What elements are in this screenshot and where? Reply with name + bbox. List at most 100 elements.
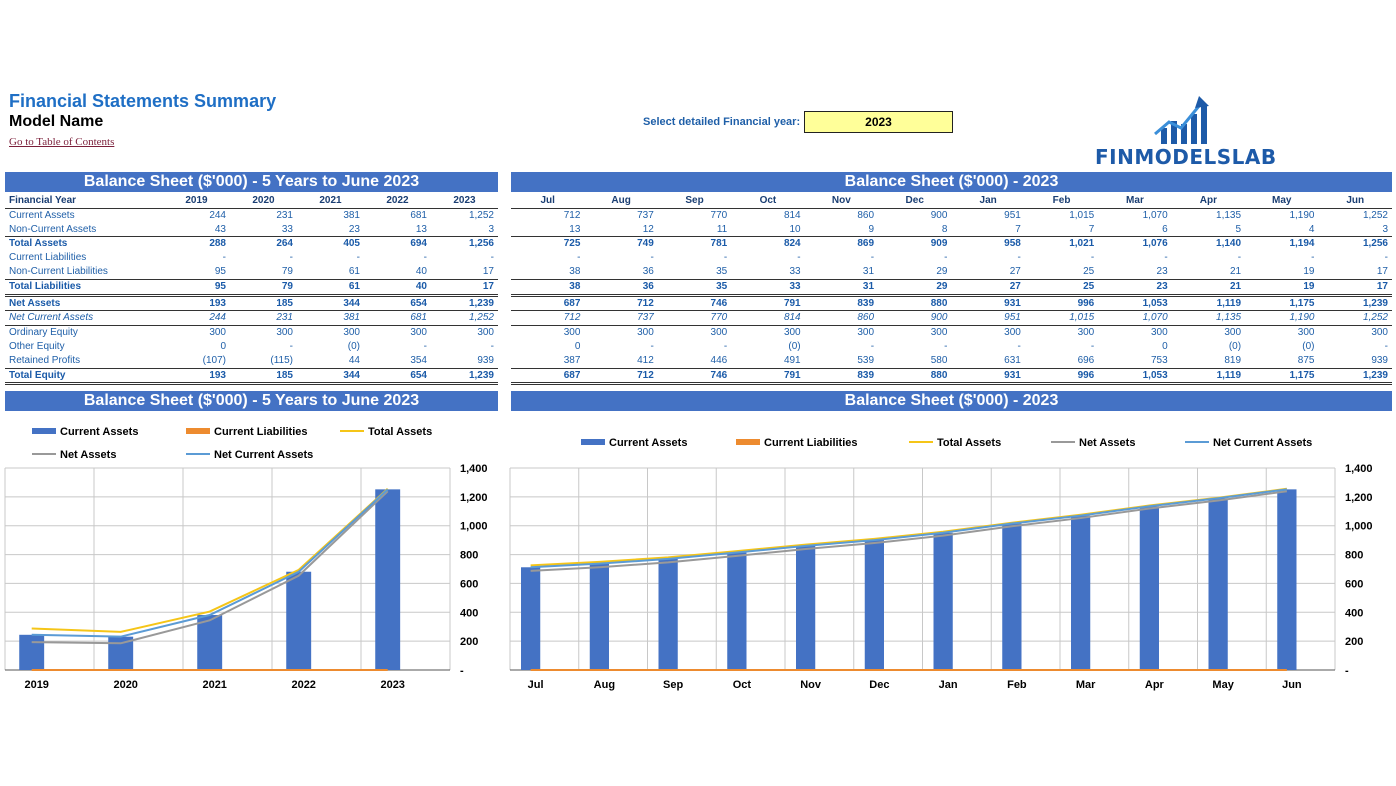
cell-value: 1,239 [1318,295,1392,312]
bar-current-assets [1002,523,1022,670]
cell-value: 712 [511,310,585,327]
y-tick-label: 1,400 [1345,463,1373,475]
cell-value: 300 [783,327,801,339]
legend-label: Current Liabilities [764,437,858,449]
year-header: 2022 [364,194,431,209]
row-label: Retained Profits [5,353,163,369]
bar-current-assets [521,567,541,670]
cell-value: 753 [1098,353,1172,369]
cell-value: 1,239 [1318,368,1392,386]
y-tick-label: 600 [460,578,478,590]
table-row: ------------ [511,251,1392,265]
cell-value: 725 [563,238,581,250]
cell-value: 300 [1371,327,1388,339]
legend-item: Net Current Assets [186,449,313,461]
cell-value: 814 [783,209,801,221]
toc-link[interactable]: Go to Table of Contents [9,136,115,148]
bar-current-assets [1139,506,1159,670]
table-row: 13 12 11 10 9 8 7 7 6 5 4 3 [511,222,1392,238]
cell-value: 185 [230,368,297,386]
cell-value: 1,252 [1362,209,1388,221]
cell-value: 875 [1245,353,1319,369]
row-label: Other Equity [9,340,65,352]
legend-swatch [736,439,760,445]
legend-label: Current Assets [609,437,687,449]
cell-value: 21 [1171,264,1246,280]
y-tick-label: - [460,665,464,677]
cell-value: 737 [637,209,654,221]
cell-value: 3 [1318,222,1392,238]
bar-current-assets [375,489,401,670]
series-line-net-current-assets [530,488,1288,569]
cell-value: 996 [1024,368,1099,386]
cell-value: 819 [1171,353,1246,369]
cell-value: 1,015 [1069,209,1095,221]
cell-value: 31 [804,264,879,280]
cell-value: 939 [1318,353,1392,369]
y-tick-label: 200 [1345,636,1363,648]
cell-value: 300 [1077,327,1095,339]
row-label: Ordinary Equity [9,327,78,339]
cell-value: 909 [930,238,948,250]
cell-value: 681 [410,209,427,221]
cell-value: 17 [431,264,498,280]
table-row: 712 737 770 814 860 900 951 1,015 1,070 1,135 1,19… [511,208,1392,222]
cell-value: 29 [878,264,952,280]
cell-value: 19 [1245,264,1319,280]
cell-value: 300 [857,327,875,339]
cell-value: - [1384,340,1388,352]
cell-value: 17 [1318,264,1392,280]
y-tick-label: 800 [460,550,478,562]
cell-value: 1,256 [1362,238,1388,250]
chart-growth-icon [1154,96,1209,144]
cell-value: - [1164,252,1168,264]
table-row: 712 737 770 814 860 900 951 1,015 1,070 1,135 1,19… [511,310,1392,327]
cell-value: 13 [511,222,585,238]
month-header: Sep [657,194,732,209]
cell-value: 1,070 [1098,310,1172,327]
cell-value: 36 [584,279,658,297]
cell-value: 4 [1245,222,1319,238]
cell-value: - [289,340,293,352]
five-year-balance-table: Financial Year 2019 2020 2021 2022 2023 Curren… [5,194,498,386]
cell-value: 781 [710,238,728,250]
cell-value: 1,175 [1245,368,1319,386]
cell-value: - [1384,252,1388,264]
cell-value: 43 [163,222,230,238]
y-tick-label: 1,200 [460,492,488,504]
y-tick-label: 1,000 [1345,521,1373,533]
table-row: Total Equity 193 185 344 654 1,239 [5,368,498,386]
bar-current-assets [864,540,884,670]
month-header: Jan [951,194,1025,209]
legend-item: Net Assets [32,449,116,461]
selected-year-input[interactable]: 2023 [804,111,953,133]
cell-value: 696 [1024,353,1099,369]
cell-value: 791 [731,295,805,312]
y-tick-label: - [1345,665,1349,677]
cell-value: (0) [1228,340,1242,352]
legend-label: Net Current Assets [214,449,313,461]
cell-value: (0) [1302,340,1315,352]
y-tick-label: 800 [1345,550,1363,562]
y-tick-label: 1,000 [460,521,488,533]
cell-value: 951 [1004,209,1021,221]
table-row: Ordinary Equity 300 300 300 300 300 [5,326,498,340]
cell-value: - [870,252,875,264]
cell-value: 38 [511,279,585,297]
cell-value: 1,135 [1216,209,1242,221]
cell-value: - [423,340,427,352]
cell-value: 7 [951,222,1025,238]
legend-item: Current Assets [32,426,138,438]
cell-value: 300 [563,327,581,339]
table-header-row: Financial Year 2019 2020 2021 2022 2023 [5,194,498,209]
cell-value: 79 [230,264,297,280]
legend-label: Current Assets [60,426,138,438]
table-row: Current Liabilities - - - - - [5,251,498,265]
bar-current-assets [589,563,609,670]
cell-value: 0 [574,340,581,352]
month-header: Nov [804,194,879,209]
cell-value: 839 [804,368,879,386]
cell-value: - [490,252,494,264]
cell-value: 687 [511,368,585,386]
legend-label: Net Current Assets [1213,437,1312,449]
